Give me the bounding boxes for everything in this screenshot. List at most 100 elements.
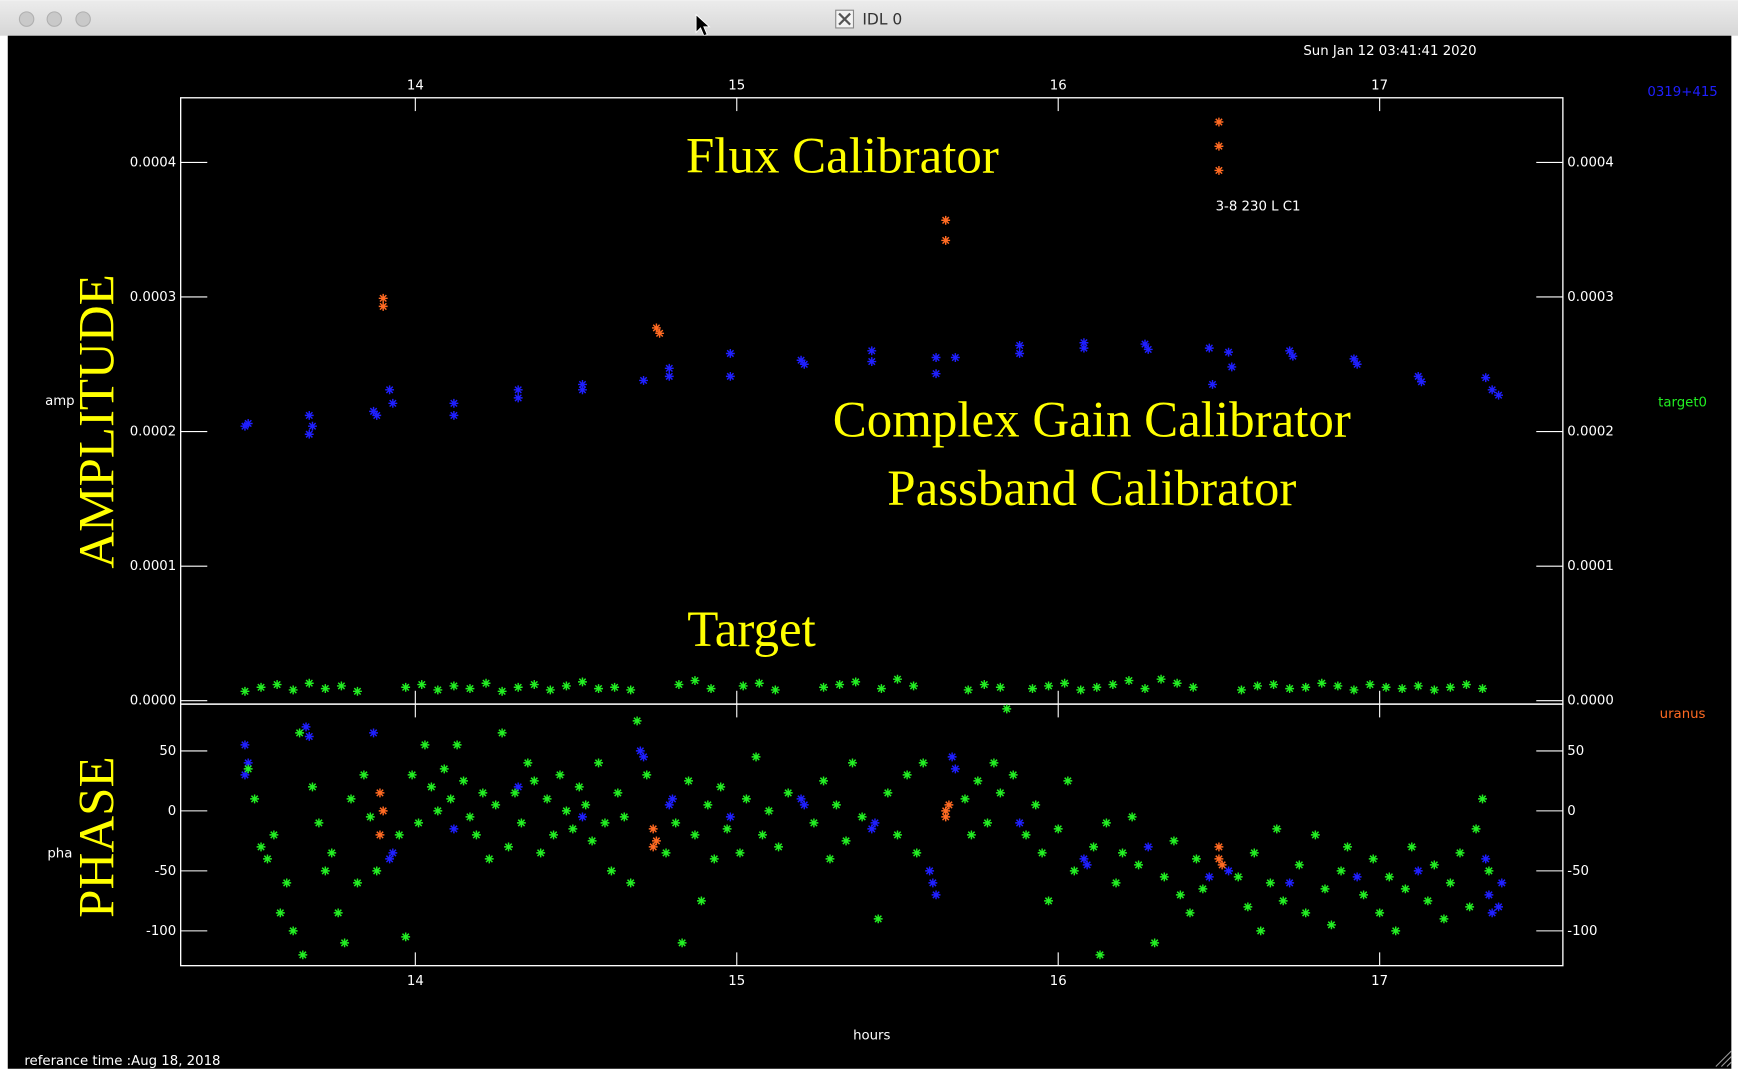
- data-point: [1391, 926, 1401, 936]
- data-point: [722, 824, 732, 834]
- data-point: [873, 914, 883, 924]
- data-point: [626, 685, 636, 695]
- data-point: [931, 353, 941, 362]
- data-point: [1044, 896, 1053, 906]
- data-point: [684, 776, 693, 786]
- data-point: [909, 681, 918, 691]
- data-point: [301, 722, 311, 732]
- data-point: [240, 686, 250, 696]
- data-point: [677, 938, 687, 948]
- data-point: [388, 398, 398, 408]
- data-point: [1015, 340, 1025, 350]
- data-point: [561, 806, 571, 816]
- data-point: [639, 752, 648, 762]
- data-point: [664, 800, 674, 810]
- axes-frame: [180, 703, 1564, 967]
- data-point: [1310, 830, 1320, 840]
- data-point: [1175, 890, 1185, 900]
- x-tick-label: 14: [407, 79, 424, 94]
- data-point: [1159, 872, 1169, 882]
- data-point: [513, 782, 523, 792]
- data-point: [963, 685, 973, 695]
- close-button[interactable]: [18, 11, 35, 27]
- data-point: [696, 896, 706, 906]
- data-point: [320, 684, 330, 694]
- minimize-button[interactable]: [46, 11, 63, 27]
- data-point: [529, 680, 539, 690]
- data-point: [269, 830, 279, 840]
- data-point: [1439, 914, 1449, 924]
- data-point: [1111, 878, 1121, 888]
- resize-grip[interactable]: [1715, 1050, 1732, 1067]
- data-point: [632, 716, 642, 726]
- data-point: [725, 812, 735, 822]
- data-point: [831, 800, 841, 810]
- y-tick-label-right: 0.0001: [1567, 559, 1614, 574]
- y-tick-label: 0.0003: [130, 290, 177, 305]
- data-point: [619, 812, 629, 822]
- data-point: [401, 682, 411, 692]
- data-point: [1214, 117, 1224, 127]
- data-point: [770, 685, 780, 695]
- data-point: [481, 678, 491, 688]
- data-point: [1462, 680, 1471, 690]
- data-point: [1494, 390, 1504, 400]
- data-point: [1365, 680, 1375, 690]
- data-point: [738, 681, 748, 691]
- data-point: [375, 788, 385, 798]
- data-point: [484, 854, 494, 864]
- x11-icon-glyph: [838, 12, 851, 26]
- data-point: [1349, 354, 1359, 364]
- title-bar: [0, 0, 1738, 36]
- data-point: [478, 788, 488, 798]
- data-point: [529, 776, 539, 786]
- data-point: [417, 680, 427, 690]
- legend-entry: 0319+415: [1647, 85, 1717, 100]
- data-point: [1015, 818, 1025, 828]
- data-point: [372, 866, 382, 876]
- data-point: [606, 866, 616, 876]
- data-point: [1060, 678, 1070, 688]
- data-point: [359, 770, 369, 780]
- data-point: [394, 830, 404, 840]
- data-point: [1253, 681, 1262, 691]
- data-point: [1349, 685, 1359, 695]
- y-tick-label-right: 0.0004: [1567, 155, 1614, 170]
- data-point: [1278, 896, 1288, 906]
- data-point: [1413, 371, 1423, 381]
- data-point: [1487, 908, 1497, 918]
- data-point: [256, 682, 266, 692]
- data-point: [1333, 681, 1343, 691]
- zoom-button[interactable]: [75, 11, 91, 27]
- data-point: [1198, 884, 1208, 894]
- data-point: [1417, 377, 1426, 387]
- data-point: [314, 818, 324, 828]
- data-point: [867, 357, 877, 367]
- reference-time: referance time :Aug 18, 2018: [24, 1054, 220, 1069]
- data-point: [735, 848, 745, 858]
- data-point: [336, 681, 346, 691]
- data-point: [626, 878, 636, 888]
- legend-entry: target0: [1658, 396, 1707, 411]
- data-point: [928, 878, 938, 888]
- data-point: [295, 728, 305, 738]
- data-point: [433, 806, 443, 816]
- data-point: [1497, 878, 1507, 888]
- data-point: [651, 323, 661, 333]
- data-point: [333, 908, 343, 918]
- data-point: [870, 818, 880, 828]
- data-point: [1478, 794, 1487, 804]
- plot-area: 14 15 16 17 0.0000 0.0000 0.0001 0.0001 0.0002 0.…: [45, 79, 1718, 1044]
- data-point: [774, 842, 783, 852]
- data-point: [1397, 684, 1407, 694]
- data-point: [449, 824, 459, 834]
- data-point: [327, 848, 337, 858]
- data-point: [1095, 950, 1105, 960]
- plot-annotation: 3-8 230 L C1: [1216, 199, 1301, 214]
- data-point: [635, 746, 645, 756]
- data-point: [433, 685, 443, 695]
- data-point: [1256, 926, 1266, 936]
- data-point: [369, 406, 378, 416]
- data-point: [549, 830, 558, 840]
